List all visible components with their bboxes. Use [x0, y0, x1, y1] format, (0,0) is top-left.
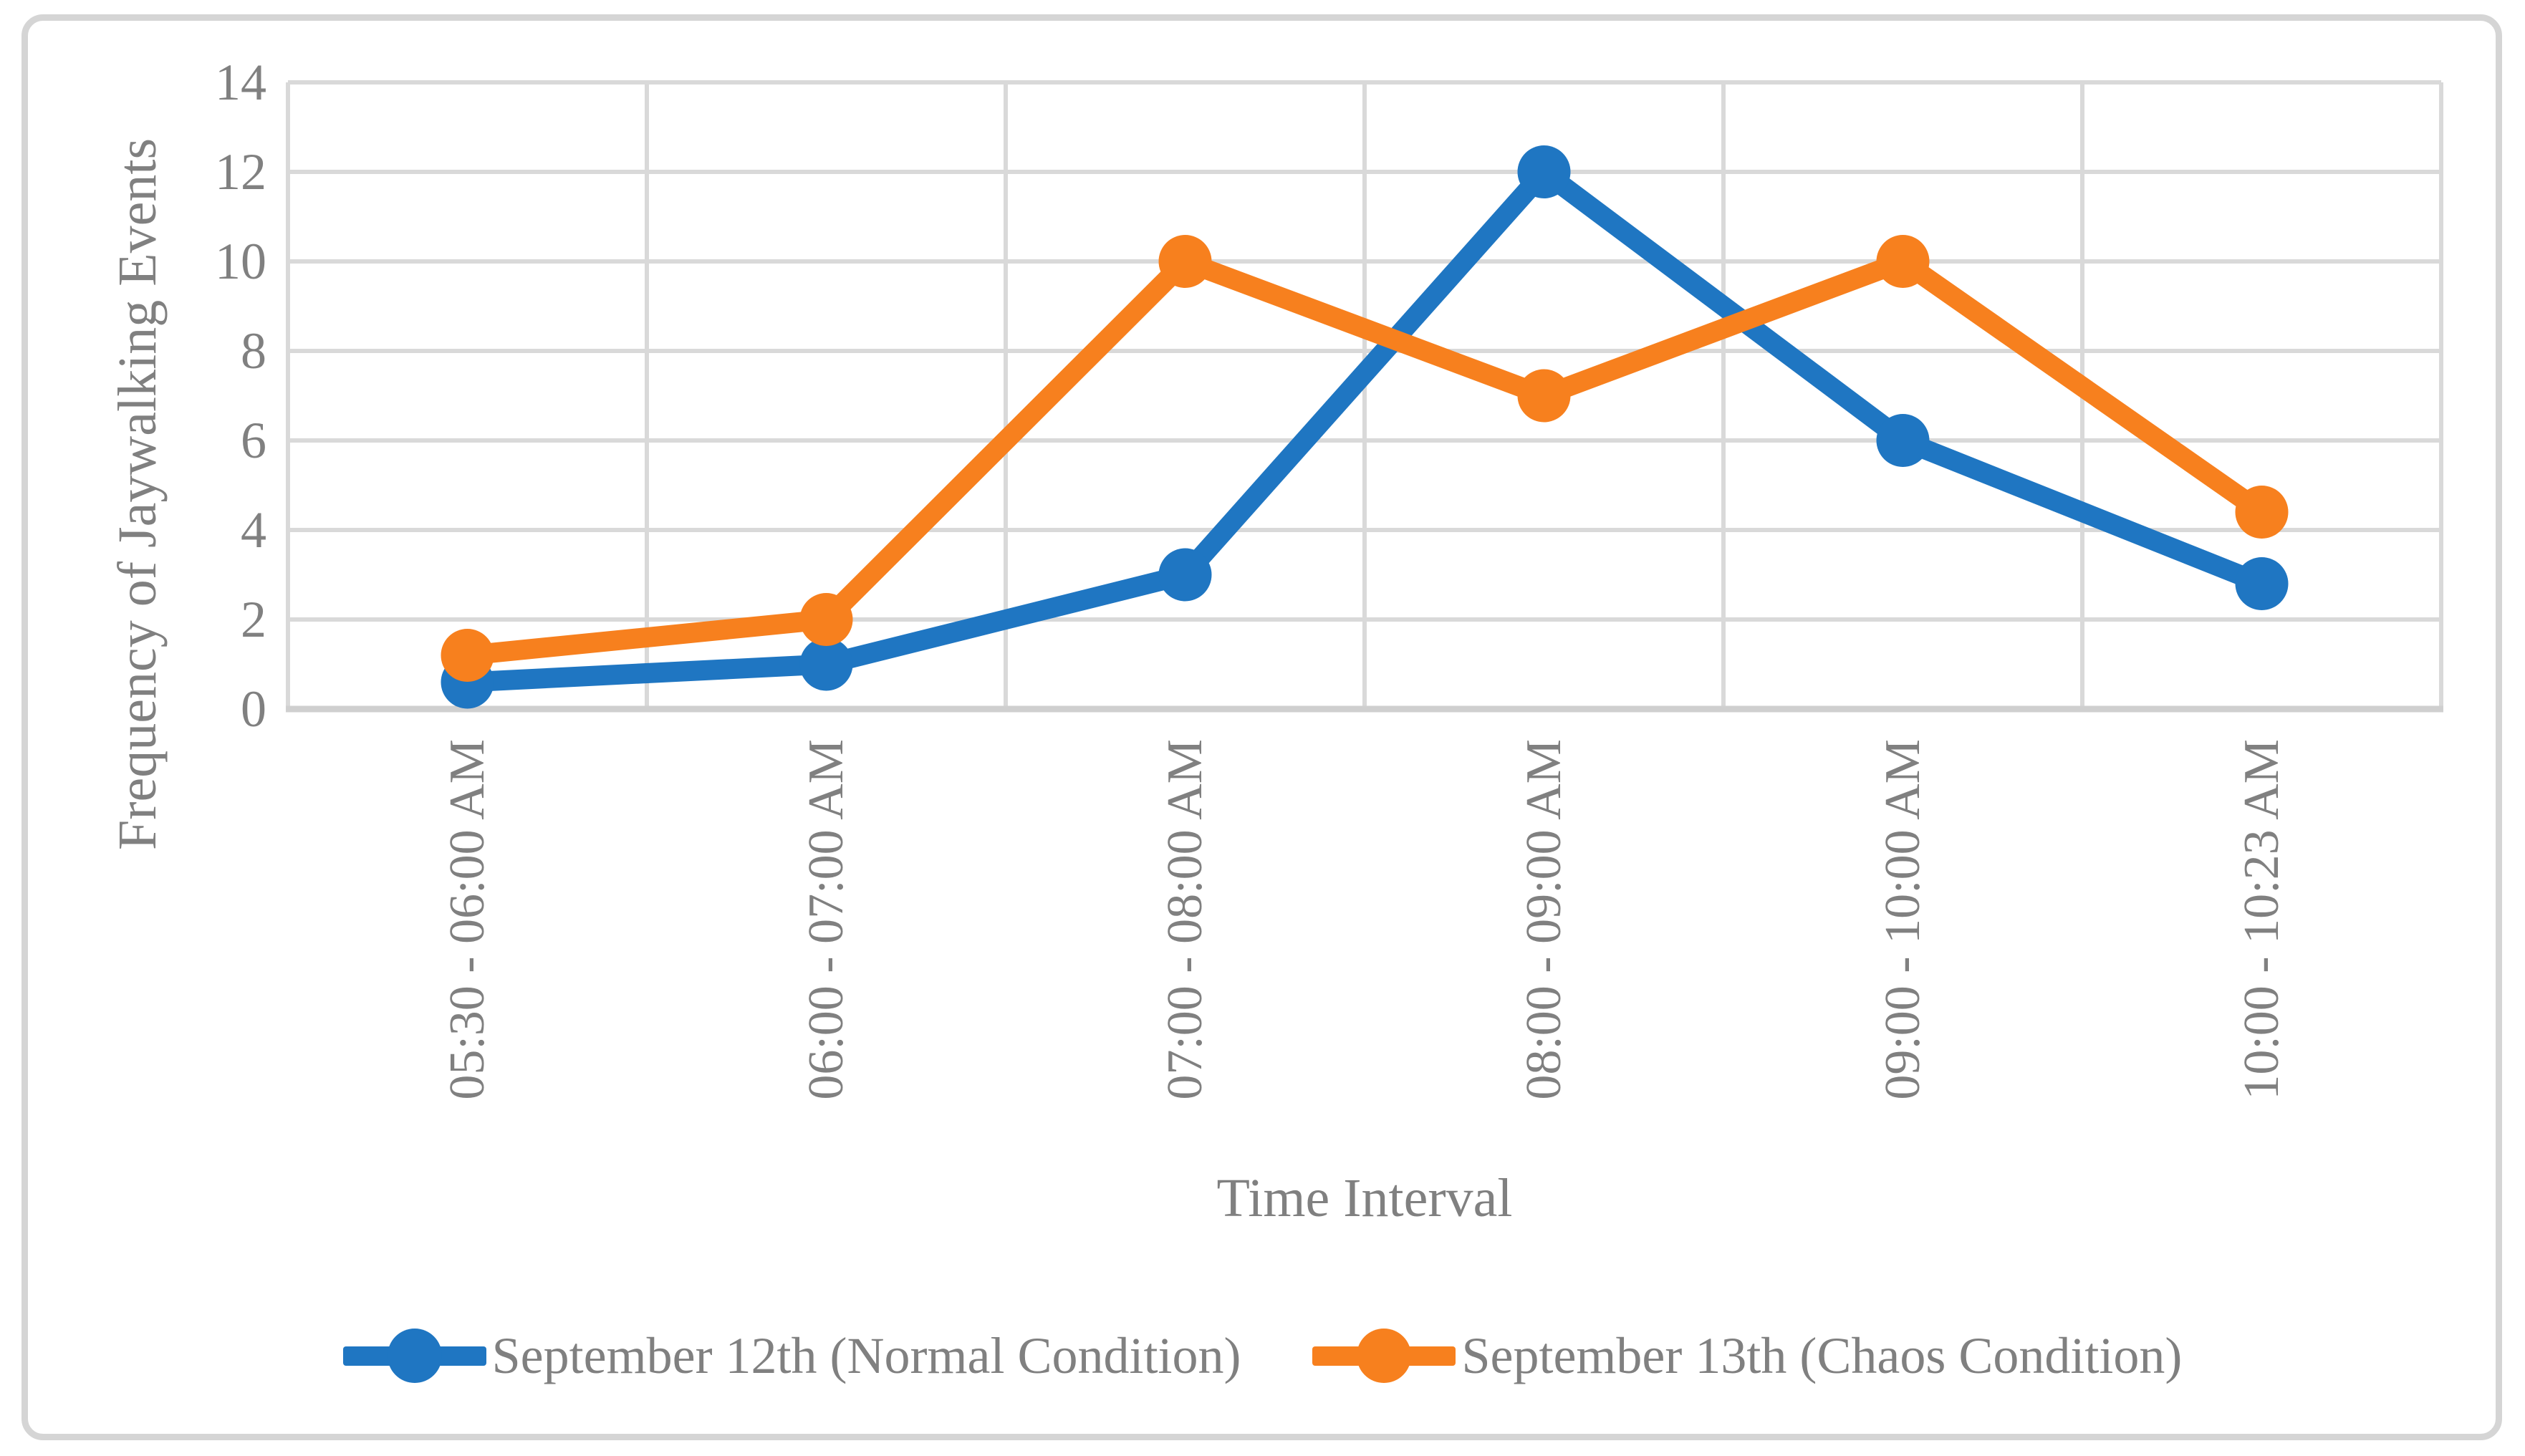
y-tick-label: 12 — [215, 143, 266, 201]
series-line-1 — [457, 162, 2272, 693]
legend-line-marker-sample-blue — [342, 1329, 486, 1383]
data-point-marker — [2235, 557, 2289, 610]
legend-item-series-1: September 12th (Normal Condition) — [342, 1326, 1241, 1386]
x-tick-label: 05:30 - 06:00 AM — [439, 739, 495, 1100]
data-point-marker — [1876, 414, 1930, 467]
y-tick-label: 10 — [215, 233, 266, 290]
data-point-marker — [1158, 235, 1212, 288]
legend-line-marker-sample-orange — [1312, 1329, 1456, 1383]
series-line-2 — [457, 251, 2272, 665]
y-tick-label: 2 — [241, 591, 266, 648]
y-tick-label: 8 — [241, 322, 266, 380]
data-point-marker — [1876, 235, 1930, 288]
y-tick-label: 0 — [241, 680, 266, 738]
legend-label-series-1: September 12th (Normal Condition) — [491, 1326, 1241, 1384]
data-point-marker — [2235, 486, 2289, 539]
legend-item-series-2: September 13th (Chaos Condition) — [1312, 1326, 2182, 1386]
x-tick-label: 07:00 - 08:00 AM — [1157, 739, 1213, 1100]
data-point-marker — [1158, 548, 1212, 602]
legend-circle-marker-icon — [387, 1329, 442, 1383]
x-tick-label: 10:00 - 10:23 AM — [2233, 739, 2289, 1100]
data-point-marker — [799, 637, 853, 691]
legend-label-series-2: September 13th (Chaos Condition) — [1461, 1326, 2183, 1384]
y-tick-label: 14 — [215, 54, 266, 111]
x-tick-label: 06:00 - 07:00 AM — [798, 739, 854, 1100]
data-point-marker — [441, 629, 494, 682]
x-axis-title: Time Interval — [1216, 1168, 1513, 1228]
data-point-marker — [799, 593, 853, 646]
y-tick-label: 6 — [241, 412, 266, 469]
data-point-marker — [1517, 145, 1571, 198]
x-tick-label: 08:00 - 09:00 AM — [1516, 739, 1572, 1100]
chart-legend: September 12th (Normal Condition) Septem… — [0, 1316, 2525, 1395]
y-axis-title: Frequency of Jaywalking Events — [107, 138, 168, 851]
data-point-marker — [1517, 369, 1571, 423]
x-tick-label: 09:00 - 10:00 AM — [1875, 739, 1930, 1100]
legend-circle-marker-icon — [1357, 1329, 1412, 1383]
y-tick-label: 4 — [241, 501, 266, 559]
